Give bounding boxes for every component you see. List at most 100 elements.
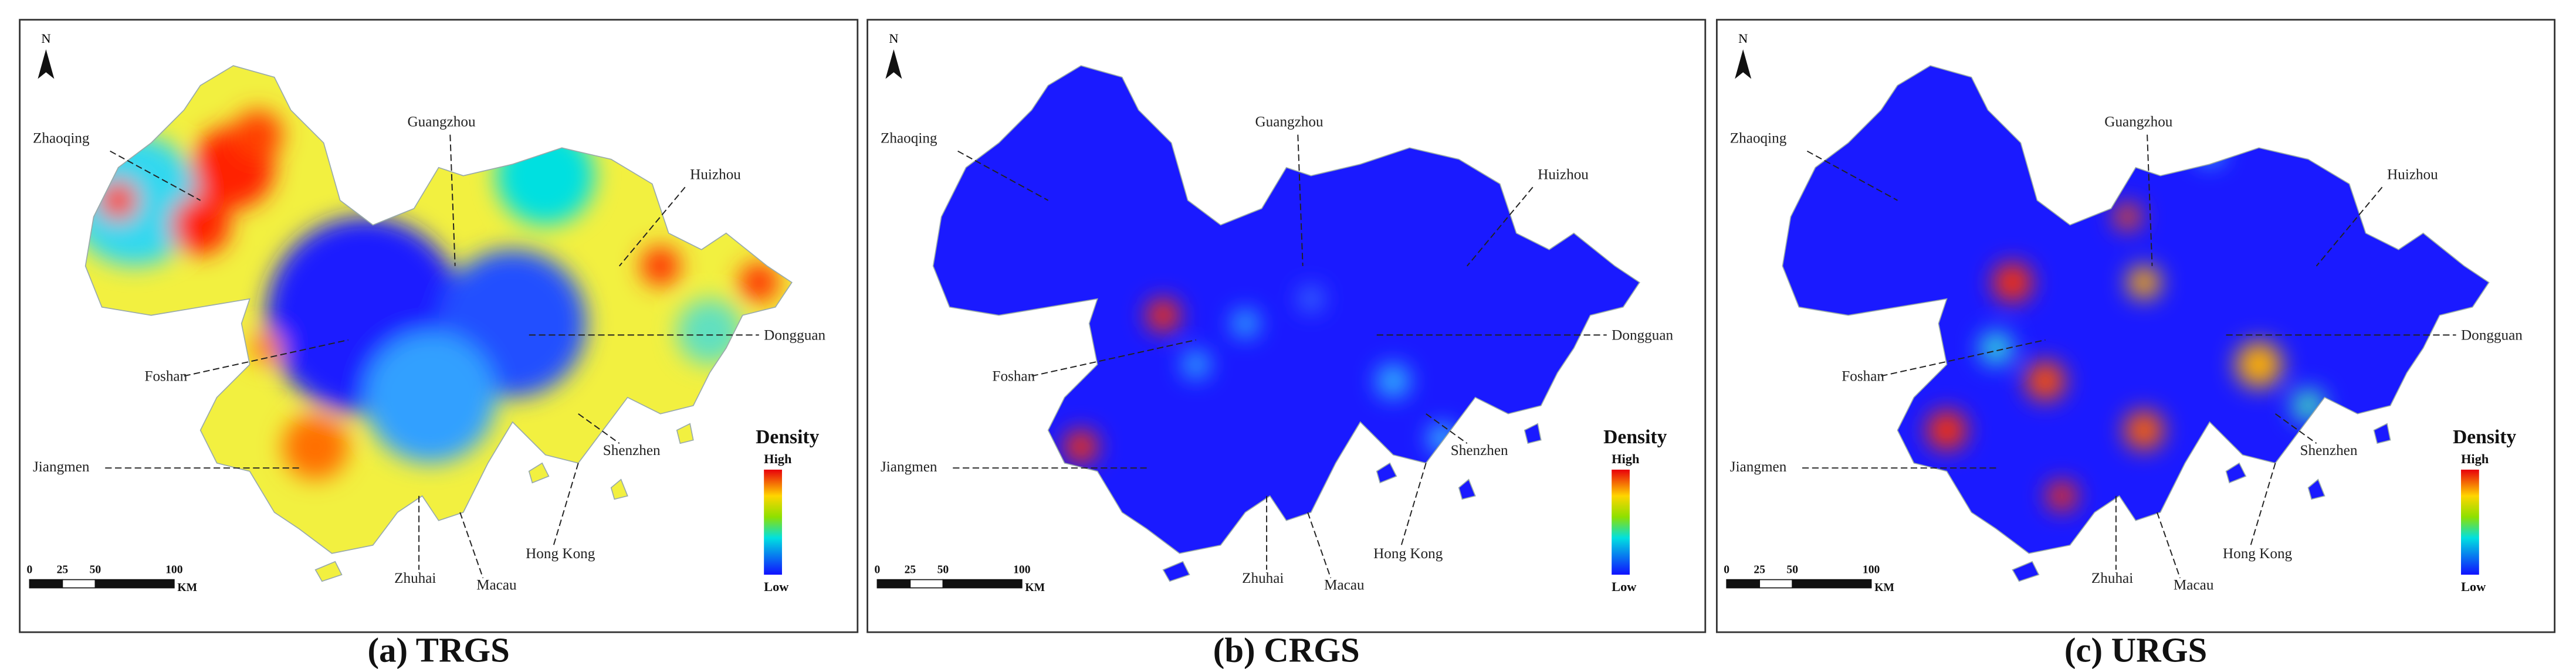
density-spot (249, 331, 283, 365)
legend-title: Density (2453, 426, 2516, 448)
density-spot (99, 181, 138, 220)
city-label: Huizhou (690, 167, 741, 182)
city-label: Dongguan (1612, 328, 1673, 344)
map-panel: N Zhaoqing Guangzhou Huizhou Foshan Dongguan J… (19, 19, 859, 633)
city-label: Hong Kong (2223, 546, 2293, 562)
city-label: Zhuhai (2091, 570, 2133, 586)
leader-line (578, 413, 620, 444)
city-label: Zhaoqing (33, 131, 90, 147)
scale-tick-label: 100 (1863, 563, 1880, 576)
density-spot (1232, 310, 1259, 337)
panel-caption: (c) URGS (2064, 631, 2207, 669)
city-label: Foshan (144, 369, 187, 385)
density-spot (2236, 341, 2282, 388)
city-label: Macau (476, 577, 517, 593)
density-spot (233, 110, 283, 159)
scale-segment (94, 579, 175, 589)
density-spots (85, 110, 779, 480)
legend-ramp (2460, 469, 2479, 575)
leader-line (1466, 186, 1534, 267)
leader-line (459, 512, 484, 579)
city-label: Huizhou (1538, 167, 1589, 182)
city-label: Huizhou (2387, 167, 2438, 182)
city-label: Jiangmen (1730, 459, 1787, 475)
leader-line (1031, 339, 1196, 377)
scale-segment (1792, 579, 1872, 589)
city-label: Dongguan (2461, 328, 2523, 344)
density-spot (171, 195, 231, 255)
density-spot (2025, 361, 2066, 401)
density-spot (1927, 410, 1967, 450)
map-panel: N Zhaoqing Guangzhou Huizhou Foshan Dongguan J… (866, 19, 1707, 633)
scale-tick-label: 0 (875, 563, 881, 576)
city-label: Macau (2174, 577, 2214, 593)
city-label: Shenzhen (603, 443, 661, 459)
city-label: Guangzhou (407, 114, 476, 130)
north-arrow (38, 49, 55, 79)
city-label: Guangzhou (2104, 114, 2173, 130)
density-layer (85, 110, 779, 480)
scale-segment (29, 579, 63, 589)
legend-low: Low (764, 579, 789, 594)
density-spot (1992, 263, 2033, 303)
density-spot (2114, 203, 2141, 230)
scale-segment (942, 579, 1023, 589)
legend-title: Density (756, 426, 819, 448)
city-label: Zhuhai (1242, 570, 1284, 586)
density-spot (1064, 430, 1098, 463)
legend-ramp (1612, 469, 1630, 575)
north-arrow (885, 49, 902, 79)
scale-unit: KM (1025, 582, 1045, 594)
density-spots (1927, 138, 2325, 511)
scale-unit: KM (1874, 582, 1894, 594)
leader-line (618, 186, 686, 267)
scale-segment (1726, 579, 1761, 589)
density-spots (1064, 287, 1456, 463)
density-spot (1376, 364, 1410, 398)
legend-ramp (764, 469, 782, 575)
density-spot (1183, 351, 1210, 378)
scale-tick-label: 100 (1013, 563, 1031, 576)
city-label: Dongguan (764, 328, 825, 344)
density-spot (364, 331, 496, 463)
city-label: Hong Kong (526, 546, 595, 562)
city-label: Jiangmen (881, 459, 937, 475)
scale-tick-label: 50 (90, 563, 101, 576)
scale-segment (876, 579, 911, 589)
panel-caption: (b) CRGS (1213, 631, 1360, 669)
city-label: Macau (1324, 577, 1365, 593)
city-label: Hong Kong (1373, 546, 1443, 562)
scale-tick-label: 25 (905, 563, 916, 576)
density-layer (1064, 287, 1456, 463)
density-layer (1927, 138, 2325, 511)
panel-caption: (a) TRGS (368, 631, 510, 669)
leader-line (184, 339, 348, 377)
density-spot (2127, 266, 2161, 299)
leader-line (2250, 463, 2276, 546)
leader-line (1400, 463, 1427, 546)
legend-title: Density (1603, 426, 1667, 448)
scale-tick-label: 25 (57, 563, 69, 576)
legend-high: High (764, 451, 792, 466)
north-label: N (41, 31, 50, 46)
city-label: Foshan (1842, 369, 1884, 385)
city-label: Shenzhen (1451, 443, 1508, 459)
leader-line (1806, 150, 1898, 201)
city-label: Guangzhou (1255, 114, 1323, 130)
city-label: Zhuhai (394, 570, 436, 586)
scale-tick-label: 50 (937, 563, 949, 576)
density-spot (2124, 410, 2164, 450)
city-label: Shenzhen (2300, 443, 2358, 459)
scale-segment (909, 579, 944, 589)
city-label: Foshan (992, 369, 1035, 385)
north-label: N (889, 31, 898, 46)
legend-low: Low (2461, 579, 2486, 594)
leader-line (449, 134, 456, 266)
scale-unit: KM (177, 582, 197, 594)
leader-line (1881, 339, 2046, 377)
leader-line (1426, 413, 1468, 444)
city-label: Zhaoqing (1730, 131, 1787, 147)
scale-segment (1759, 579, 1793, 589)
leader-line (2156, 512, 2181, 579)
